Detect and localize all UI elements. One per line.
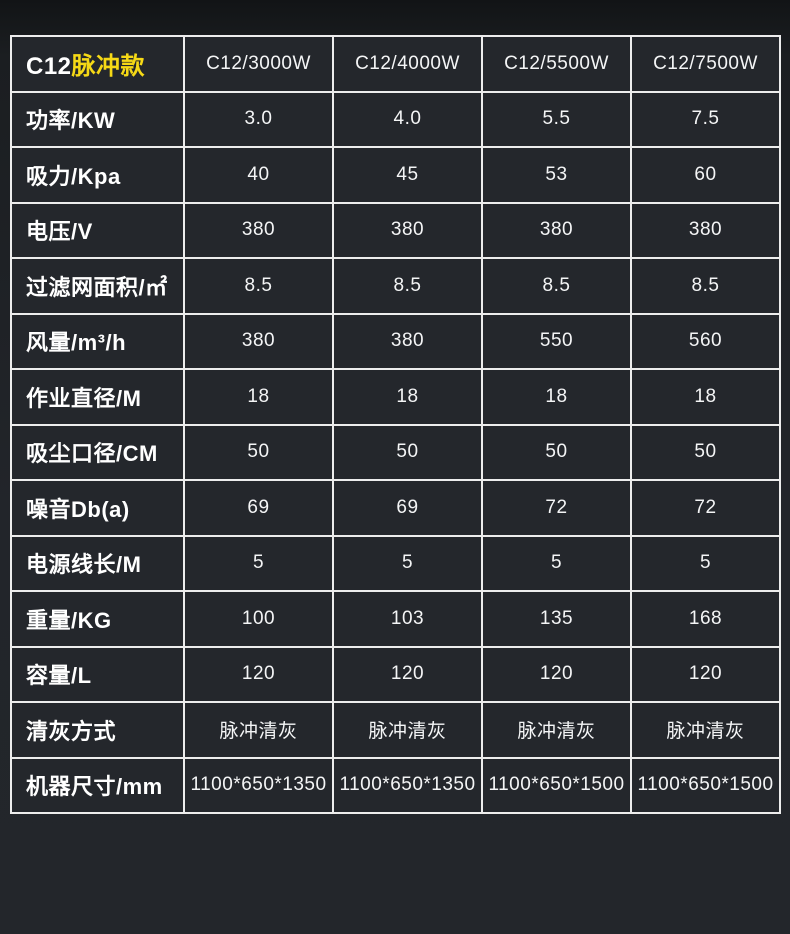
spec-row: 吸尘口径/CM 50 50 50 50 [10,423,781,481]
cell-value: 1100*650*1500 [630,756,781,814]
spec-row: 风量/m³/h 380 380 550 560 [10,312,781,370]
cell-value: 5 [332,534,483,592]
spec-row: 噪音Db(a) 69 69 72 72 [10,479,781,537]
cell-value: 18 [630,368,781,426]
row-label: 吸尘口径/CM [10,423,185,481]
cell-value: 40 [183,146,334,204]
cell-value: 50 [183,423,334,481]
row-label: 清灰方式 [10,701,185,759]
spec-row: 吸力/Kpa 40 45 53 60 [10,146,781,204]
model-column-header: C12/5500W [481,35,632,93]
cell-value: 8.5 [183,257,334,315]
cell-value: 18 [481,368,632,426]
cell-value: 50 [481,423,632,481]
cell-value: 脉冲清灰 [481,701,632,759]
cell-value: 4.0 [332,90,483,148]
cell-value: 7.5 [630,90,781,148]
row-label: 过滤网面积/㎡ [10,257,185,315]
cell-value: 103 [332,590,483,648]
cell-value: 53 [481,146,632,204]
row-label: 作业直径/M [10,368,185,426]
cell-value: 8.5 [332,257,483,315]
cell-value: 380 [332,312,483,370]
series-title: C12脉冲款 [10,35,185,93]
row-label: 风量/m³/h [10,312,185,370]
cell-value: 5 [630,534,781,592]
cell-value: 脉冲清灰 [183,701,334,759]
spec-table: C12脉冲款 C12/3000W C12/4000W C12/5500W C12/75… [10,35,781,814]
cell-value: 69 [183,479,334,537]
cell-value: 脉冲清灰 [332,701,483,759]
spec-row: 清灰方式 脉冲清灰 脉冲清灰 脉冲清灰 脉冲清灰 [10,701,781,759]
cell-value: 45 [332,146,483,204]
cell-value: 120 [332,645,483,703]
series-title-suffix: 脉冲款 [71,53,146,81]
cell-value: 560 [630,312,781,370]
row-label: 重量/KG [10,590,185,648]
cell-value: 5.5 [481,90,632,148]
cell-value: 5 [183,534,334,592]
model-column-header: C12/3000W [183,35,334,93]
series-title-prefix: C12 [26,53,72,81]
spec-row: 电压/V 380 380 380 380 [10,201,781,259]
cell-value: 18 [183,368,334,426]
row-label: 噪音Db(a) [10,479,185,537]
cell-value: 50 [630,423,781,481]
cell-value: 18 [332,368,483,426]
cell-value: 3.0 [183,90,334,148]
row-label: 功率/KW [10,90,185,148]
cell-value: 120 [183,645,334,703]
spec-row: 机器尺寸/mm 1100*650*1350 1100*650*1350 1100*65… [10,756,781,814]
spec-row: 电源线长/M 5 5 5 5 [10,534,781,592]
row-label: 电源线长/M [10,534,185,592]
cell-value: 60 [630,146,781,204]
spec-row: 功率/KW 3.0 4.0 5.5 7.5 [10,90,781,148]
spec-row: 作业直径/M 18 18 18 18 [10,368,781,426]
cell-value: 380 [332,201,483,259]
cell-value: 8.5 [481,257,632,315]
model-column-header: C12/4000W [332,35,483,93]
cell-value: 100 [183,590,334,648]
cell-value: 380 [630,201,781,259]
cell-value: 550 [481,312,632,370]
spec-row: 过滤网面积/㎡ 8.5 8.5 8.5 8.5 [10,257,781,315]
cell-value: 脉冲清灰 [630,701,781,759]
row-label: 电压/V [10,201,185,259]
cell-value: 120 [630,645,781,703]
spec-table-body: 功率/KW 3.0 4.0 5.5 7.5 吸力/Kpa 40 45 53 60 电压/V 380 38… [10,90,781,814]
cell-value: 380 [183,312,334,370]
cell-value: 72 [481,479,632,537]
header-row: C12脉冲款 C12/3000W C12/4000W C12/5500W C12/75… [10,35,781,93]
cell-value: 1100*650*1500 [481,756,632,814]
model-column-header: C12/7500W [630,35,781,93]
cell-value: 135 [481,590,632,648]
spec-table-container: C12脉冲款 C12/3000W C12/4000W C12/5500W C12/75… [10,35,781,814]
cell-value: 8.5 [630,257,781,315]
cell-value: 1100*650*1350 [332,756,483,814]
row-label: 机器尺寸/mm [10,756,185,814]
cell-value: 5 [481,534,632,592]
row-label: 吸力/Kpa [10,146,185,204]
cell-value: 50 [332,423,483,481]
cell-value: 69 [332,479,483,537]
cell-value: 1100*650*1350 [183,756,334,814]
cell-value: 120 [481,645,632,703]
cell-value: 380 [481,201,632,259]
spec-row: 容量/L 120 120 120 120 [10,645,781,703]
row-label: 容量/L [10,645,185,703]
cell-value: 168 [630,590,781,648]
spec-row: 重量/KG 100 103 135 168 [10,590,781,648]
cell-value: 72 [630,479,781,537]
cell-value: 380 [183,201,334,259]
